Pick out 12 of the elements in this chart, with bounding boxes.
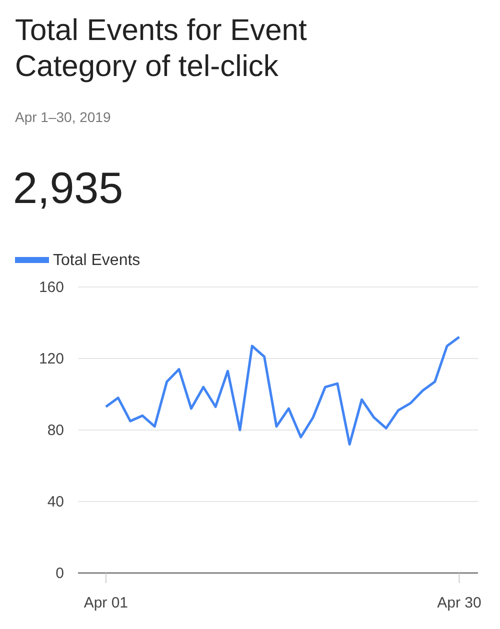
chart-title: Total Events for Event Category of tel-click <box>15 14 308 83</box>
x-tick-label: Apr 01 <box>84 594 128 612</box>
text: 2,935 <box>13 164 124 213</box>
y-tick-label: 120 <box>38 350 64 368</box>
y-tick-label: 0 <box>56 564 64 582</box>
y-tick-label: 40 <box>47 493 64 510</box>
y-tick-label: 160 <box>38 278 64 296</box>
line-series <box>104 336 460 446</box>
legend-label: Total Events <box>53 252 140 269</box>
x-tick-label: Apr 30 <box>437 594 482 612</box>
y-tick-label: 80 <box>47 422 64 439</box>
chart-subtitle: Apr 1–30, 2019 <box>15 109 111 125</box>
